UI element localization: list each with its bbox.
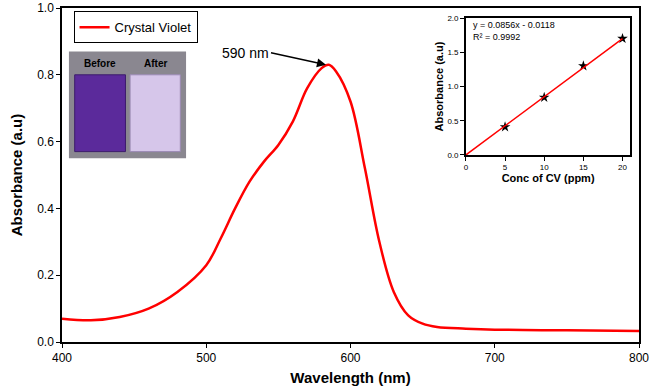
svg-text:1.0: 1.0 — [37, 1, 54, 15]
svg-text:Conc of CV (ppm): Conc of CV (ppm) — [502, 172, 595, 184]
svg-text:0.0: 0.0 — [37, 335, 54, 349]
svg-text:700: 700 — [485, 351, 505, 365]
svg-text:500: 500 — [196, 351, 216, 365]
svg-text:Absorbance (a.u): Absorbance (a.u) — [433, 41, 445, 131]
svg-text:10: 10 — [540, 163, 549, 172]
svg-text:y = 0.0856x - 0.0118: y = 0.0856x - 0.0118 — [473, 20, 555, 30]
svg-text:R² = 0.9992: R² = 0.9992 — [473, 32, 520, 42]
svg-text:590 nm: 590 nm — [222, 45, 269, 61]
svg-text:400: 400 — [52, 351, 72, 365]
svg-text:Wavelength (nm): Wavelength (nm) — [290, 369, 410, 386]
svg-text:0.2: 0.2 — [37, 268, 54, 282]
svg-text:1.0: 1.0 — [447, 82, 459, 91]
svg-text:0.0: 0.0 — [447, 151, 459, 160]
svg-text:0.8: 0.8 — [37, 68, 54, 82]
svg-text:800: 800 — [629, 351, 649, 365]
svg-text:5: 5 — [503, 163, 508, 172]
svg-text:0: 0 — [464, 163, 469, 172]
svg-text:2.0: 2.0 — [447, 14, 459, 23]
svg-text:0.6: 0.6 — [37, 135, 54, 149]
svg-text:Absorbance (a.u): Absorbance (a.u) — [8, 114, 25, 237]
svg-text:15: 15 — [579, 163, 588, 172]
svg-text:0.5: 0.5 — [447, 117, 459, 126]
svg-text:Crystal Violet: Crystal Violet — [115, 20, 192, 35]
svg-text:0.4: 0.4 — [37, 202, 54, 216]
svg-text:1.5: 1.5 — [447, 48, 459, 57]
svg-text:Before: Before — [84, 58, 116, 69]
svg-text:20: 20 — [618, 163, 627, 172]
svg-text:600: 600 — [340, 351, 360, 365]
svg-text:After: After — [144, 58, 167, 69]
